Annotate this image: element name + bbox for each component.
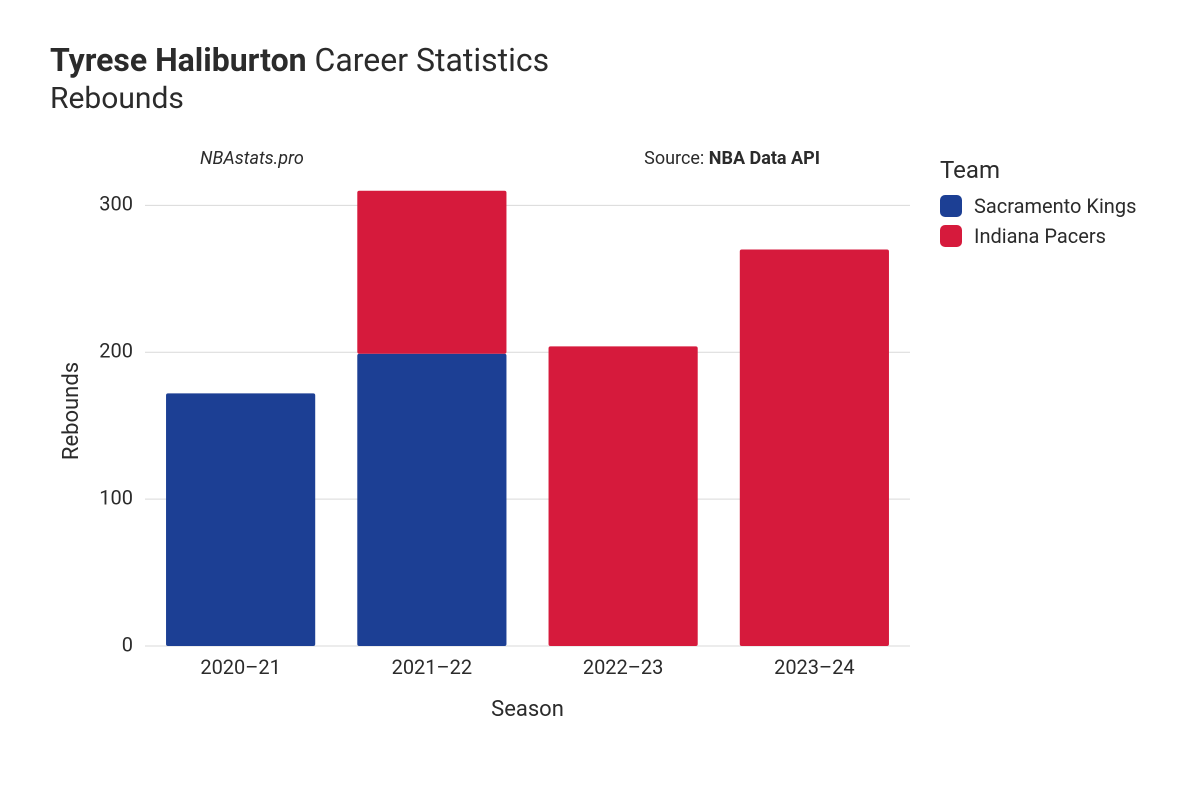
title-block: Tyrese Haliburton Career Statistics Rebo… <box>50 40 1150 118</box>
chart-svg: 0 100 200 300 2020–21 2021–22 2022–23 2023–24 Se… <box>50 136 920 736</box>
bar-segment <box>357 190 506 353</box>
y-tick-label: 200 <box>99 338 133 362</box>
y-tick-label: 0 <box>122 632 133 656</box>
legend-label: Sacramento Kings <box>974 194 1136 218</box>
title-player: Tyrese Haliburton <box>50 41 307 79</box>
title-suffix: Career Statistics <box>315 41 550 79</box>
legend-items: Sacramento Kings Indiana Pacers <box>940 194 1136 248</box>
legend-item: Indiana Pacers <box>940 224 1136 248</box>
legend: Team Sacramento Kings Indiana Pacers <box>940 156 1136 254</box>
legend-swatch <box>940 195 962 217</box>
y-tick-label: 300 <box>99 191 133 215</box>
y-tick-label: 100 <box>99 485 133 509</box>
y-axis-label: Rebounds <box>59 361 84 459</box>
bar-segment <box>166 393 315 646</box>
bar-segment <box>549 346 698 646</box>
legend-label: Indiana Pacers <box>974 224 1106 248</box>
chart-title: Tyrese Haliburton Career Statistics <box>50 40 1150 80</box>
chart-container: Tyrese Haliburton Career Statistics Rebo… <box>0 0 1200 800</box>
x-tick-label: 2020–21 <box>200 655 281 679</box>
bar-segment <box>357 353 506 645</box>
bar-segment <box>740 249 889 646</box>
legend-title: Team <box>940 156 1136 184</box>
x-tick-label: 2021–22 <box>392 655 473 679</box>
x-axis-label: Season <box>491 697 564 722</box>
x-tick-label: 2022–23 <box>583 655 664 679</box>
chart-subtitle: Rebounds <box>50 80 1150 118</box>
chart-row: 0 100 200 300 2020–21 2021–22 2022–23 2023–24 Se… <box>50 136 1150 736</box>
source-text: Source: NBA Data API <box>644 148 820 169</box>
watermark-text: NBAstats.pro <box>200 148 304 169</box>
chart-plot: 0 100 200 300 2020–21 2021–22 2022–23 2023–24 Se… <box>50 136 920 736</box>
x-tick-label: 2023–24 <box>774 655 855 679</box>
legend-item: Sacramento Kings <box>940 194 1136 218</box>
legend-swatch <box>940 225 962 247</box>
